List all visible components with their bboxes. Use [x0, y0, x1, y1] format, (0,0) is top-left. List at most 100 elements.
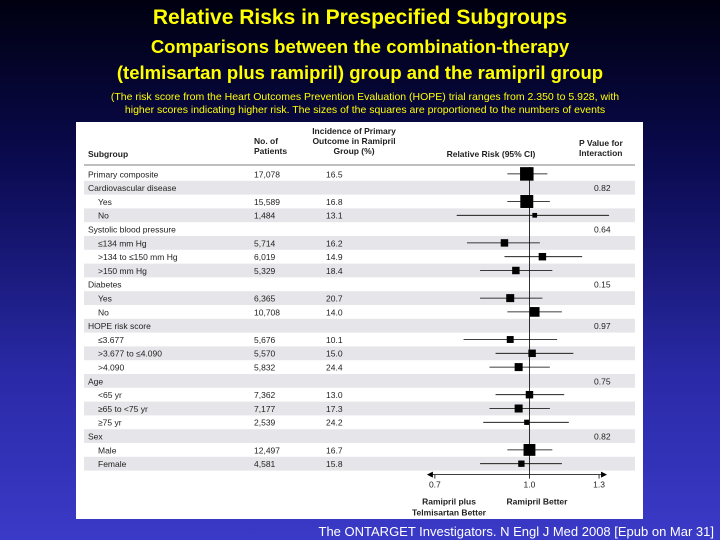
effect-square — [506, 294, 515, 303]
row-label: Cardiovascular disease — [88, 183, 177, 193]
row-band — [84, 318, 635, 333]
row-incidence: 16.7 — [326, 445, 343, 455]
row-label: Systolic blood pressure — [88, 225, 176, 235]
effect-square — [506, 336, 514, 343]
row-band — [84, 236, 635, 250]
row-incidence: 15.0 — [326, 349, 343, 359]
forest-plot-panel: Subgroup No. of Patients Incidence of Prima… — [76, 122, 643, 519]
row-patients: 6,365 — [254, 294, 276, 304]
header-incidence: Outcome in Ramipril — [312, 136, 395, 146]
row-incidence: 14.9 — [326, 252, 343, 262]
row-band — [84, 180, 635, 195]
header-pvalue: P Value for — [579, 138, 623, 148]
row-patients: 7,362 — [254, 390, 276, 400]
x-tick-label: 1.3 — [593, 480, 605, 490]
row-incidence: 16.2 — [326, 238, 343, 248]
row-label: Yes — [98, 294, 112, 304]
header-relative-risk: Relative Risk (95% CI) — [447, 149, 536, 159]
row-pvalue: 0.15 — [594, 280, 611, 290]
row-patients: 2,539 — [254, 418, 276, 428]
row-label: No — [98, 211, 109, 221]
row-patients: 12,497 — [254, 445, 280, 455]
row-incidence: 17.3 — [326, 404, 343, 414]
header-incidence: Incidence of Primary — [312, 126, 396, 136]
row-pvalue: 0.64 — [594, 225, 611, 235]
row-label: >3.677 to ≤4.090 — [98, 349, 162, 359]
note-line1: (The risk score from the Heart Outcomes … — [110, 91, 620, 103]
x-label-left: Telmisartan Better — [412, 508, 487, 518]
effect-square — [538, 252, 547, 261]
row-patients: 5,832 — [254, 363, 276, 373]
row-label: ≤134 mm Hg — [98, 238, 147, 248]
x-tick-label: 0.7 — [429, 480, 441, 490]
row-label: Diabetes — [88, 280, 122, 290]
row-patients: 15,589 — [254, 197, 280, 207]
row-incidence: 10.1 — [326, 335, 343, 345]
row-label: ≤3.677 — [98, 335, 124, 345]
row-pvalue: 0.82 — [594, 432, 611, 442]
row-patients: 5,676 — [254, 335, 276, 345]
row-band — [84, 291, 635, 305]
row-band — [84, 263, 635, 278]
effect-square — [520, 167, 534, 181]
header-pvalue: Interaction — [579, 148, 622, 158]
row-label: Primary composite — [88, 169, 159, 179]
row-label: >150 mm Hg — [98, 266, 147, 276]
x-axis-arrow-right — [601, 471, 608, 478]
row-band — [84, 429, 635, 443]
row-label: >134 to ≤150 mm Hg — [98, 252, 178, 262]
x-label-left: Ramipril plus — [422, 497, 476, 507]
row-band — [84, 374, 635, 388]
row-band — [84, 346, 635, 361]
row-patients: 5,714 — [254, 238, 276, 248]
row-patients: 6,019 — [254, 252, 276, 262]
note-line2: higher scores indicating higher risk. Th… — [124, 104, 606, 116]
row-incidence: 20.7 — [326, 294, 343, 304]
row-label: Sex — [88, 432, 103, 442]
row-label: Male — [98, 445, 117, 455]
row-patients: 1,484 — [254, 211, 276, 221]
effect-square — [528, 349, 536, 358]
header-incidence: Group (%) — [333, 146, 374, 156]
row-patients: 10,708 — [254, 307, 280, 317]
effect-square — [514, 363, 523, 372]
x-tick-label: 1.0 — [524, 480, 536, 490]
slide-subtitle-line1: Comparisons between the combination-ther… — [150, 36, 570, 57]
slide-subtitle-line2: (telmisartan plus ramipril) group and th… — [116, 62, 604, 83]
row-label: ≥75 yr — [98, 418, 122, 428]
header-subgroup: Subgroup — [88, 149, 128, 159]
x-label-right: Ramipril Better — [507, 497, 569, 507]
row-incidence: 18.4 — [326, 266, 343, 276]
effect-square — [524, 419, 530, 425]
effect-square — [532, 212, 538, 218]
row-incidence: 14.0 — [326, 307, 343, 317]
effect-square — [500, 239, 509, 247]
row-patients: 5,329 — [254, 266, 276, 276]
row-incidence: 16.5 — [326, 169, 343, 179]
row-label: Yes — [98, 197, 112, 207]
row-pvalue: 0.75 — [594, 376, 611, 386]
row-incidence: 13.1 — [326, 211, 343, 221]
effect-square — [518, 460, 525, 467]
row-band — [84, 401, 635, 416]
effect-square — [514, 404, 523, 413]
row-patients: 17,078 — [254, 169, 280, 179]
row-incidence: 15.8 — [326, 459, 343, 469]
header-patients: No. of — [254, 136, 278, 146]
row-label: Age — [88, 376, 103, 386]
effect-square — [520, 195, 534, 208]
citation: The ONTARGET Investigators. N Engl J Med… — [318, 524, 714, 539]
row-patients: 5,570 — [254, 349, 276, 359]
row-label: <65 yr — [98, 390, 122, 400]
slide-note: (The risk score from the Heart Outcomes … — [40, 91, 690, 117]
header-patients: Patients — [254, 146, 287, 156]
row-label: Female — [98, 459, 127, 469]
row-patients: 7,177 — [254, 404, 276, 414]
row-band — [84, 456, 635, 471]
row-label: No — [98, 307, 109, 317]
row-label: ≥65 to <75 yr — [98, 404, 148, 414]
row-incidence: 16.8 — [326, 197, 343, 207]
row-pvalue: 0.97 — [594, 321, 611, 331]
effect-square — [512, 266, 520, 275]
